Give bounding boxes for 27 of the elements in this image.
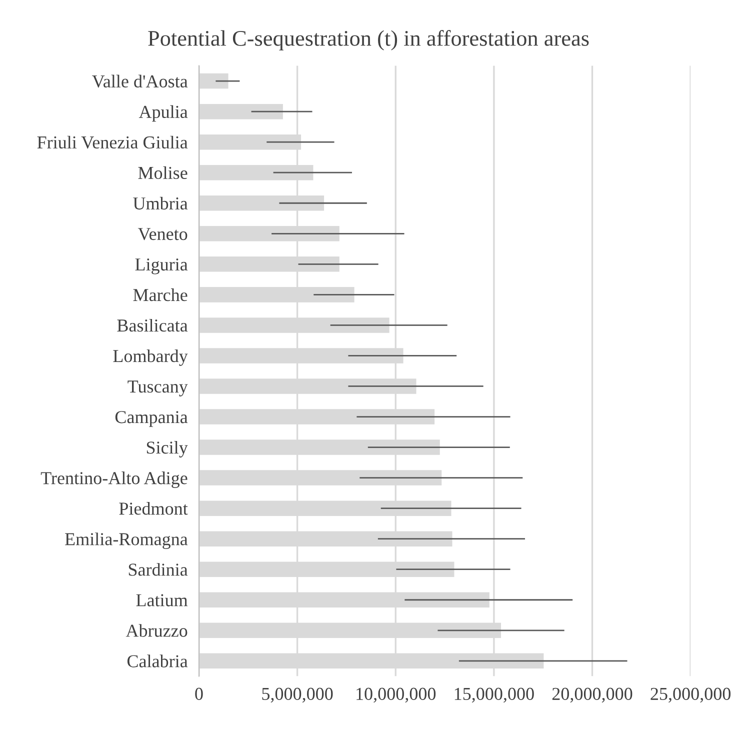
y-tick-label: Umbria xyxy=(133,196,188,210)
y-tick-label: Emilia-Romagna xyxy=(65,532,188,549)
y-tick-label: Abruzzo xyxy=(126,624,188,637)
x-tick-label: 0 xyxy=(195,688,203,700)
y-tick-label: Lombardy xyxy=(113,349,188,366)
y-tick-label: Friuli Venezia Giulia xyxy=(37,136,188,149)
x-tick-label: 10,000,000 xyxy=(356,688,436,703)
x-tick-label: 25,000,000 xyxy=(650,688,731,703)
x-tick-label: 20,000,000 xyxy=(552,688,632,703)
x-tick-label: 15,000,000 xyxy=(454,688,534,703)
y-tick-label: Marche xyxy=(133,288,188,302)
chart-title: Potential C-sequestration (t) in afforestation areas xyxy=(148,30,589,50)
y-tick-label: Sardinia xyxy=(128,563,188,576)
y-tick-label: Molise xyxy=(138,166,188,180)
y-tick-label: Sicily xyxy=(146,441,188,458)
x-tick-label: 5,000,000 xyxy=(262,688,333,703)
y-tick-label: Calabria xyxy=(127,654,188,668)
y-tick-label: Basilicata xyxy=(117,318,188,332)
y-tick-label: Apulia xyxy=(138,105,188,122)
y-tick-label: Veneto xyxy=(138,228,188,240)
y-tick-label: Campania xyxy=(115,411,188,427)
y-tick-label: Piedmont xyxy=(119,502,188,515)
y-tick-label: Liguria xyxy=(135,258,188,274)
y-tick-label: Trentino-Alto Adige xyxy=(40,472,188,488)
y-tick-label: Latium xyxy=(136,594,188,606)
y-tick-label: Valle d'Aosta xyxy=(92,74,188,88)
y-tick-label: Tuscany xyxy=(128,380,188,396)
